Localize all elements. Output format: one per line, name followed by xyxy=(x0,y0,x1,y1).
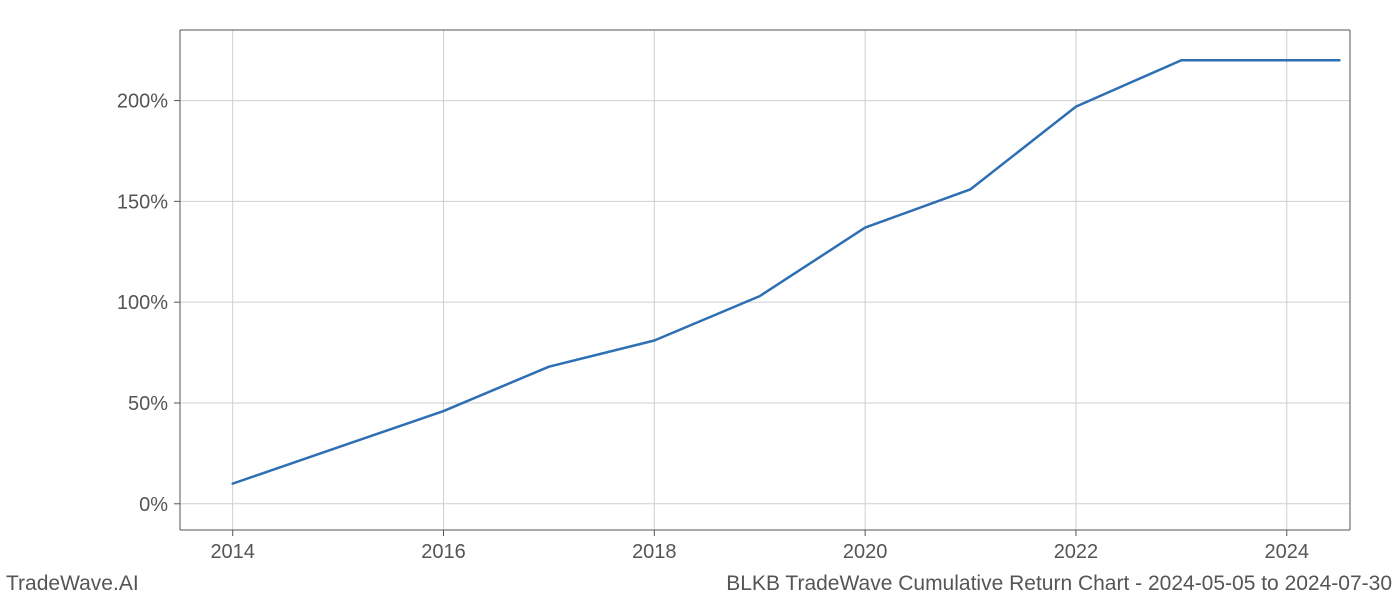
x-tick-label: 2018 xyxy=(632,541,677,563)
line-chart: 2014 2016 2018 2020 2022 2024 0% 50% 100% 150% 200… xyxy=(0,0,1400,600)
y-tick-label: 200% xyxy=(117,91,168,113)
y-tick-label: 150% xyxy=(117,191,168,213)
x-tick-label: 2022 xyxy=(1054,541,1099,563)
x-tick-label: 2014 xyxy=(210,541,255,563)
y-tick-label: 50% xyxy=(128,393,168,415)
y-tick-label: 100% xyxy=(117,292,168,314)
y-tick-label: 0% xyxy=(139,494,168,516)
x-tick-label: 2020 xyxy=(843,541,888,563)
footer-right-text: BLKB TradeWave Cumulative Return Chart -… xyxy=(726,572,1392,596)
chart-background xyxy=(0,0,1400,600)
x-tick-label: 2016 xyxy=(421,541,466,563)
x-tick-label: 2024 xyxy=(1265,541,1310,563)
footer-left-text: TradeWave.AI xyxy=(6,572,139,596)
chart-container: 2014 2016 2018 2020 2022 2024 0% 50% 100% 150% 200… xyxy=(0,0,1400,600)
